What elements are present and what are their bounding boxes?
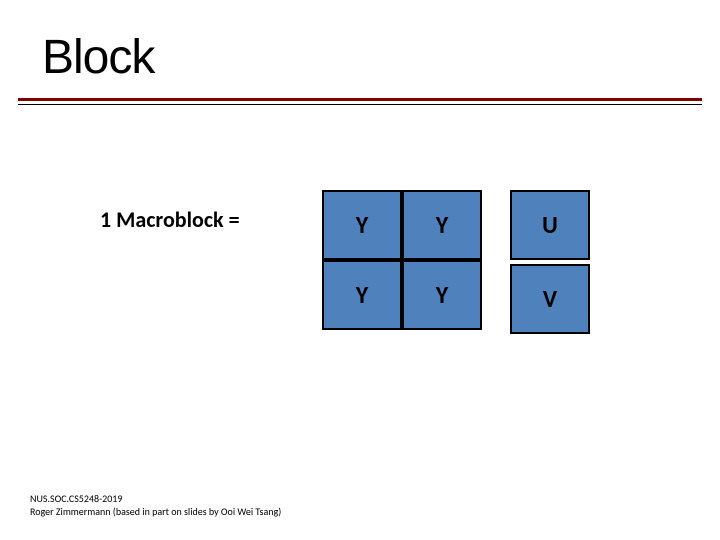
uv-cell: U <box>510 190 590 260</box>
uv-cell: V <box>510 264 590 334</box>
y-cell: Y <box>322 190 402 260</box>
y-cell: Y <box>402 260 482 330</box>
title-underline <box>18 98 702 101</box>
slide-title: Block <box>42 30 154 85</box>
footer-line-1: NUS.SOC.CS5248-2019 <box>30 493 281 506</box>
y-block-grid: YYYY <box>322 190 482 330</box>
y-cell: Y <box>402 190 482 260</box>
footer-line-2: Roger Zimmermann (based in part on slide… <box>30 506 281 519</box>
y-cell: Y <box>322 260 402 330</box>
slide: { "title": "Block", "title_fontsize": 48… <box>0 0 720 540</box>
title-underline-thin <box>18 104 702 105</box>
footer: NUS.SOC.CS5248-2019 Roger Zimmermann (ba… <box>30 493 281 518</box>
uv-block-grid: UV <box>510 190 590 334</box>
equation-label: 1 Macroblock = <box>100 206 240 233</box>
